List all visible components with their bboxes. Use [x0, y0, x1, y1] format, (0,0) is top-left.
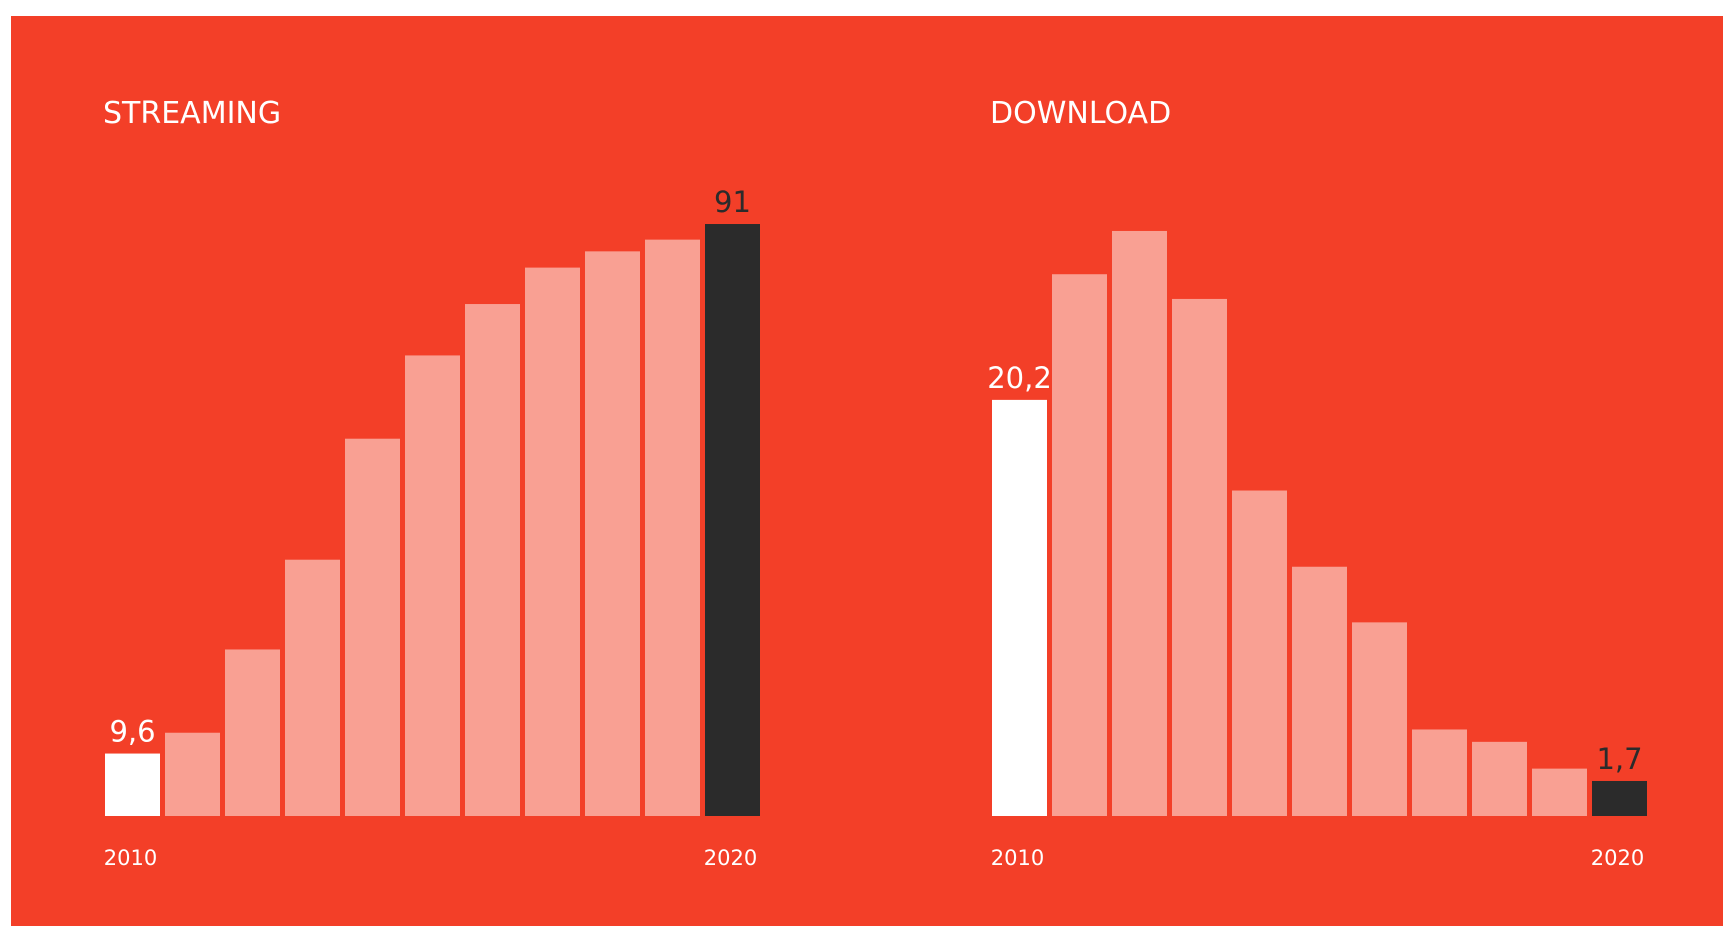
- bar: [1532, 768, 1587, 816]
- bar: [705, 224, 760, 816]
- value-label: 1,7: [1596, 742, 1642, 776]
- bar: [1052, 274, 1107, 817]
- x-tick-label: 2010: [104, 846, 157, 870]
- bar: [645, 239, 700, 817]
- bar: [105, 753, 160, 816]
- bar: [1412, 729, 1467, 816]
- bar: [1232, 490, 1287, 816]
- x-tick-label: 2010: [991, 846, 1044, 870]
- bar: [1292, 566, 1347, 816]
- chart-title: DOWNLOAD: [990, 96, 1171, 131]
- bar: [585, 251, 640, 817]
- x-tick-label: 2020: [704, 846, 757, 870]
- bar: [285, 559, 340, 816]
- value-label: 9,6: [109, 715, 155, 749]
- bar: [165, 732, 220, 816]
- bar: [465, 304, 520, 816]
- bar: [1592, 780, 1647, 816]
- value-label: 91: [714, 185, 751, 219]
- bar: [1352, 622, 1407, 816]
- bar: [345, 438, 400, 816]
- chart-title: STREAMING: [103, 96, 281, 131]
- bar: [1112, 230, 1167, 816]
- bar: [992, 399, 1047, 816]
- bar: [1472, 741, 1527, 816]
- value-label: 20,2: [987, 361, 1052, 395]
- bar: [525, 267, 580, 816]
- bar: [405, 355, 460, 816]
- x-tick-label: 2020: [1591, 846, 1644, 870]
- bar: [225, 649, 280, 816]
- bar: [1172, 298, 1227, 816]
